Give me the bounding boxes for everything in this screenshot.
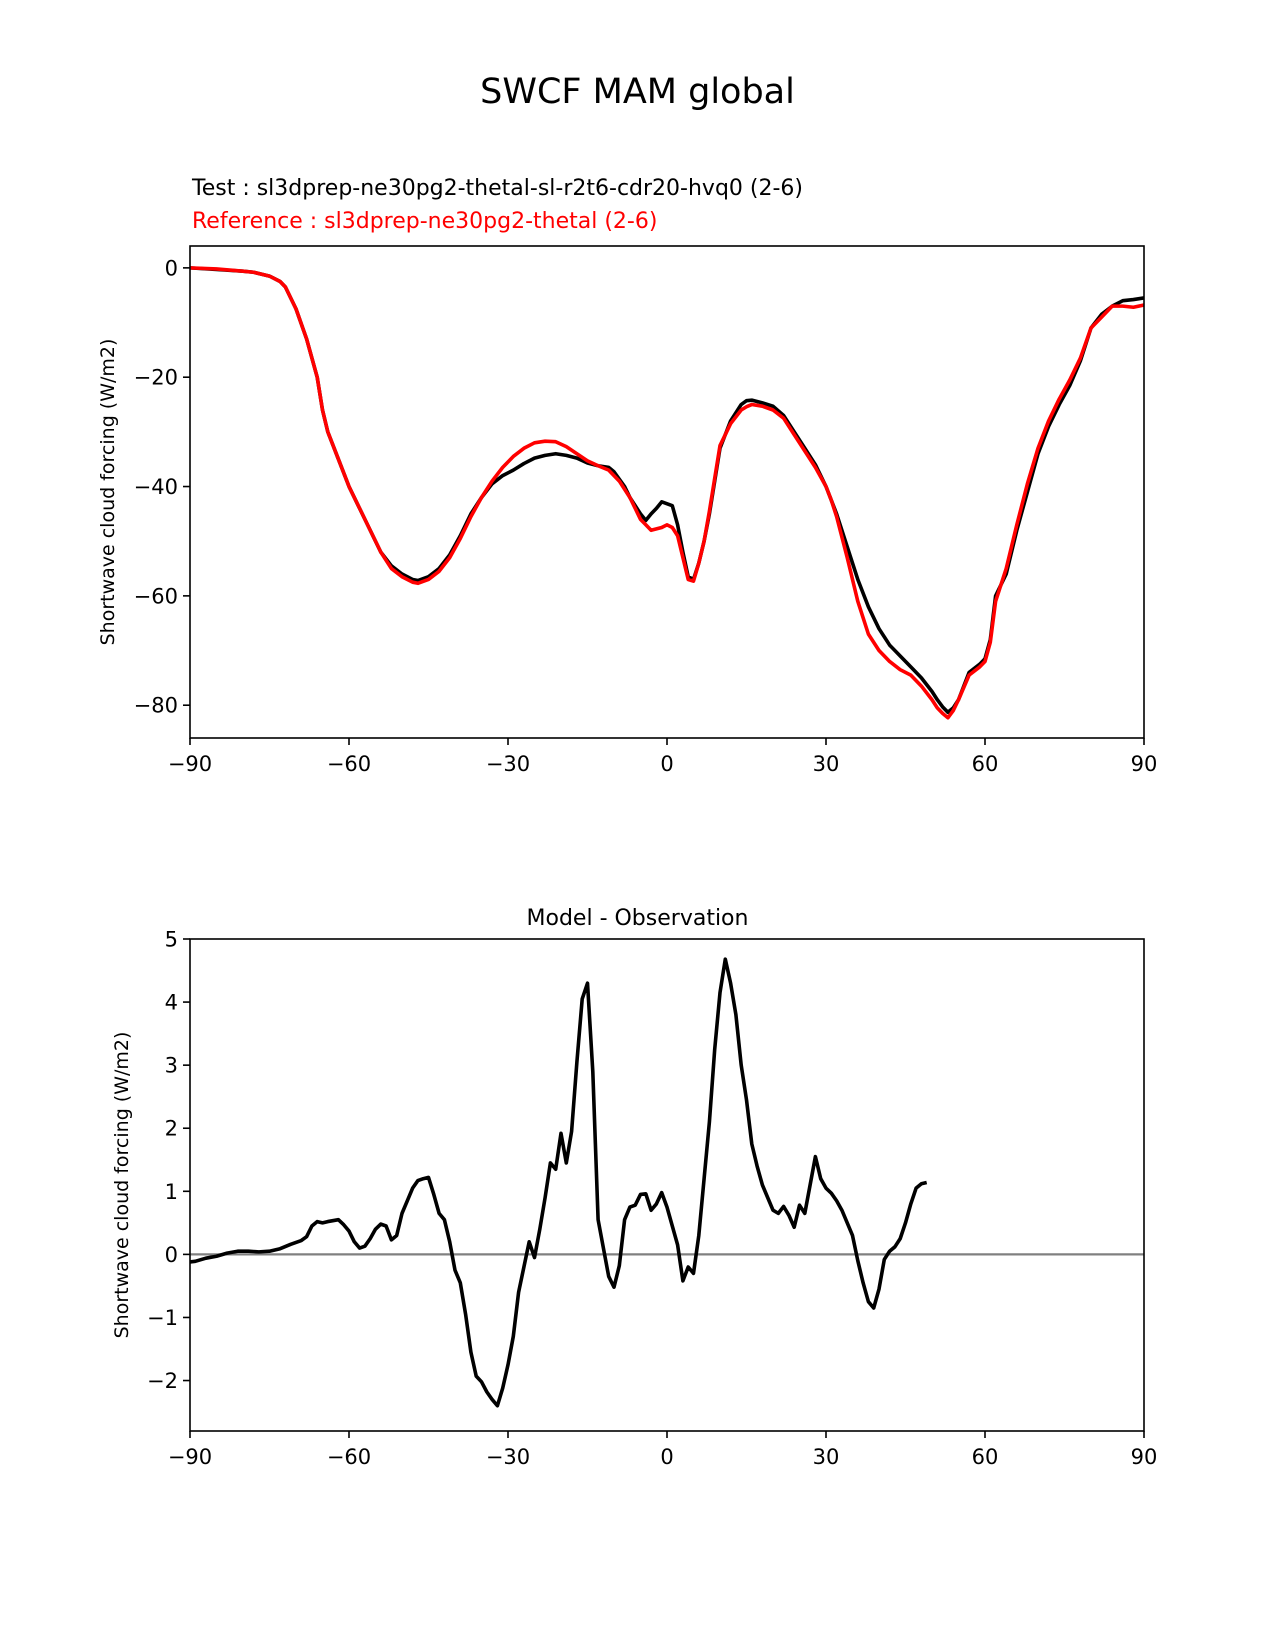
diff-y-tick-label: 4 xyxy=(165,991,178,1015)
top-y-tick-label: −80 xyxy=(134,694,178,718)
diff-x-tick-label: 60 xyxy=(972,1445,999,1469)
diff-y-tick-label: 3 xyxy=(165,1054,178,1078)
diff-x-tick-label: −60 xyxy=(327,1445,371,1469)
diff-x-tick-label: −90 xyxy=(168,1445,212,1469)
diff-y-tick-label: 1 xyxy=(165,1180,178,1204)
top-x-tick-label: 60 xyxy=(972,752,999,776)
diff-x-tick-label: −30 xyxy=(486,1445,530,1469)
top-x-tick-label: −60 xyxy=(327,752,371,776)
diff-y-tick-label: 0 xyxy=(165,1243,178,1267)
diff-x-tick-label: 0 xyxy=(660,1445,673,1469)
diff-y-tick-label: 2 xyxy=(165,1117,178,1141)
top-series-test xyxy=(189,266,1145,715)
top-y-tick-label: 0 xyxy=(165,256,178,280)
top-axes-frame xyxy=(189,245,1145,739)
difference-line-chart: −90 −60 −30 0 30 60 90 5 4 3 2 1 0 −1 −2 Shortwave clou… xyxy=(111,928,1157,1470)
legend-reference-label: Reference : sl3dprep-ne30pg2-thetal (2-6… xyxy=(192,209,658,234)
top-x-tick-label: 30 xyxy=(813,752,840,776)
diff-y-tick-label: −2 xyxy=(147,1369,178,1393)
top-line-chart: −90 −60 −30 0 30 60 90 0 −20 −40 −60 −80 Shortwave c… xyxy=(97,245,1158,776)
diff-y-axis-label: Shortwave cloud forcing (W/m2) xyxy=(111,1032,133,1339)
diff-y-tick-label: 5 xyxy=(165,928,178,952)
top-y-tick-label: −20 xyxy=(134,366,178,390)
diff-series-model-observation xyxy=(189,957,928,1408)
top-y-tick-label: −60 xyxy=(134,584,178,608)
diff-y-tick-label: −1 xyxy=(147,1306,178,1330)
diff-x-tick-label: 30 xyxy=(813,1445,840,1469)
top-y-axis-label: Shortwave cloud forcing (W/m2) xyxy=(97,339,119,646)
top-x-tick-label: −90 xyxy=(168,752,212,776)
legend-test-label: Test : sl3dprep-ne30pg2-thetal-sl-r2t6-c… xyxy=(192,176,803,201)
figure-title: SWCF MAM global xyxy=(480,72,795,112)
top-series-reference xyxy=(189,266,1145,720)
top-x-tick-label: −30 xyxy=(486,752,530,776)
diff-x-tick-label: 90 xyxy=(1131,1445,1158,1469)
top-x-tick-label: 0 xyxy=(660,752,673,776)
top-x-tick-label: 90 xyxy=(1131,752,1158,776)
top-y-tick-label: −40 xyxy=(134,475,178,499)
diff-axes-frame xyxy=(189,938,1145,1432)
difference-plot-title: Model - Observation xyxy=(526,906,749,931)
